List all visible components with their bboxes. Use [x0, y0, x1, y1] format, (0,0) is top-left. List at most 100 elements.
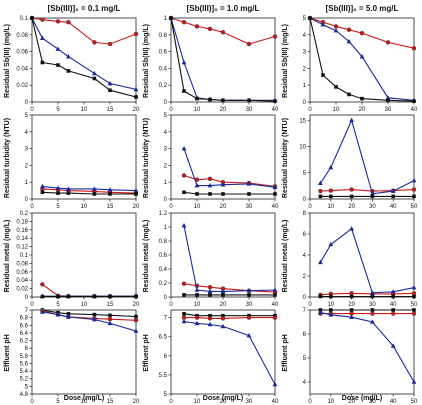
panel-4-2-ytick-label: 5	[164, 392, 168, 398]
panel-2-1-ytick-label: 5	[25, 113, 29, 119]
column-title-3: [Sb(III)]₀ = 5.0 mg/L	[326, 4, 399, 13]
panel-3-3-series-2-point	[328, 241, 334, 247]
panel-3-3-series-2-point	[390, 289, 396, 294]
panel-4-2-series-1-line	[183, 313, 275, 317]
panel-1-2-series-3-point	[221, 98, 225, 103]
panel-2-3-xtick-label: 0	[308, 204, 312, 210]
panel-4-1-series-1-point	[134, 314, 138, 319]
panel-4-1-ytick-label: 6.4	[20, 331, 29, 337]
panel-3-3-ytick-label: 4	[303, 253, 307, 259]
panel-3-3-xtick-label: 50	[411, 302, 418, 308]
panel-2-2-series-2-point	[272, 184, 278, 190]
panel-2-1-frame	[31, 114, 137, 200]
panel-3-1-series-3-point	[92, 294, 97, 299]
panel-1-2-series-3-point	[169, 16, 173, 20]
panel-1-2-series-1-point	[181, 20, 187, 25]
panel-4-2-series-3-point	[246, 332, 252, 338]
panel-4-2-series-1-point	[208, 313, 212, 318]
panel-4-1-frame	[31, 309, 137, 395]
panel-3-2-ytick-label: 0.4	[159, 267, 168, 273]
xlabel-col-2: Dose (mg/L)	[203, 395, 243, 402]
panel-1-2-series-3-point	[195, 96, 199, 101]
panel-2-3-series-3-point	[349, 194, 354, 199]
panel-1-3-series-1-point	[411, 46, 417, 51]
panel-4-2-series-3-point	[181, 318, 187, 324]
panel-3-3-ytick-label: 8	[303, 211, 307, 217]
panel-4-2-series-2-point	[246, 315, 252, 320]
panel-3-2-series-2-point	[194, 287, 200, 292]
panel-4-3-xtick-label: 10	[327, 399, 334, 405]
panel-4-3-series-1-point	[349, 308, 354, 312]
panel-3-1-series-3-point	[134, 294, 138, 299]
panel-3-1-xtick-label: 0	[30, 302, 34, 308]
panel-4-1-series-1-point	[92, 312, 97, 317]
panel-1-1-series-3-point	[134, 95, 138, 99]
panel-1-3-xtick-label: 0	[308, 107, 312, 113]
panel-4-1-ytick-label: 6.6	[20, 323, 29, 329]
panel-3-2-series-3-point	[221, 293, 225, 297]
panel-4-1-ytick-label: 5.4	[20, 369, 29, 375]
panel-4-1-series-1-point	[108, 313, 112, 318]
panel-1-3-series-3-point	[412, 99, 416, 103]
panel-1-1-ytick-label: 0	[25, 100, 29, 106]
panel-3-2-ytick-label: 1	[164, 225, 168, 231]
ylabel-row-4-col-1: Effluent pH	[4, 334, 11, 371]
panel-2-3-series-3-point	[329, 194, 333, 199]
panel-3-1-ytick-label: 0.06	[16, 270, 28, 276]
panel-2-3-ytick-label: 10	[299, 145, 306, 151]
panel-3-1-ytick-label: 0.14	[16, 236, 28, 242]
panel-2-2-xtick-label: 0	[169, 204, 173, 210]
panel-2-3-xtick-label: 20	[348, 204, 355, 210]
panel-3-1-series-3-point	[56, 294, 60, 299]
panel-2-1-series-2-point	[66, 186, 71, 191]
panel-1-1-series-1-point	[107, 41, 113, 47]
panel-2-2-series-2-point	[207, 182, 213, 188]
panel-4-2-series-2-point	[194, 315, 200, 320]
panel-1-1-series-2-point	[133, 86, 139, 92]
panel-1-3-series-1-point	[346, 27, 352, 32]
panel-2-2-xtick-label: 40	[272, 204, 279, 210]
panel-1-2-ytick-label: 0.6	[159, 50, 168, 56]
panel-2-3-xtick-label: 10	[327, 204, 334, 210]
panel-4-1-xtick-label: 10	[81, 399, 88, 405]
panel-4-3-xtick-label: 20	[348, 399, 355, 405]
panel-4-1-xtick-label: 0	[30, 399, 34, 405]
ylabel-row-4-col-2: Effluent pH	[143, 334, 150, 371]
panel-4-2-ytick-label: 7	[164, 316, 168, 322]
panel-4-1-ytick-label: 6.8	[20, 316, 29, 322]
panel-1-3-ytick-label: 1	[303, 83, 307, 89]
panel-1-2-series-1-point	[194, 24, 200, 29]
panel-3-3-xtick-label: 0	[308, 302, 312, 308]
panel-4-3-series-3-point	[390, 343, 396, 348]
panel-1-1-xtick-label: 10	[81, 107, 88, 113]
panel-3-2-series-2-point	[246, 288, 252, 293]
ylabel-row-2-col-1: Residual turbidity (NTU)	[4, 118, 11, 198]
panel-2-1-xtick-label: 5	[56, 204, 60, 210]
panel-3-2-series-2-line	[183, 225, 276, 292]
panel-1-1-xtick-label: 20	[133, 107, 140, 113]
panel-4-2-series-2-point	[220, 316, 226, 321]
panel-3-3-ytick-label: 6	[303, 232, 307, 238]
panel-2-1-series-2-line	[42, 185, 137, 192]
ylabel-row-1-col-3: Residual Sb(III) (mg/L)	[282, 24, 289, 98]
panel-2-2-series-3-point	[221, 192, 225, 196]
panel-3-1-series-3-point	[108, 294, 112, 299]
panel-4-1-ytick-label: 6	[25, 346, 29, 352]
panel-4-2-xtick-label: 30	[246, 399, 253, 405]
panel-1-3-ytick-label: 5	[303, 16, 307, 22]
panel-1-3-series-1-point	[385, 40, 391, 45]
panel-4-3-series-2-point	[391, 311, 396, 316]
panel-4-3-ytick-label: 4	[303, 380, 307, 386]
panel-1-3-series-3-point	[360, 96, 364, 101]
panel-4-1-series-1-point	[66, 312, 71, 316]
panel-4-1-ytick-label: 4.8	[20, 392, 29, 398]
panel-1-1-series-2-point	[55, 46, 61, 51]
panel-2-3-ytick-label: 0	[303, 197, 307, 203]
panel-4-1-series-3-point	[55, 311, 61, 317]
panel-4-2-series-2-point	[272, 315, 278, 320]
panel-2-1-series-3-point	[108, 192, 112, 196]
panel-4-1-xtick-label: 15	[107, 399, 114, 405]
panel-1-2-series-1-point	[246, 41, 252, 47]
panel-2-3-series-1-point	[328, 188, 333, 193]
panel-1-3-series-3-point	[386, 98, 390, 103]
